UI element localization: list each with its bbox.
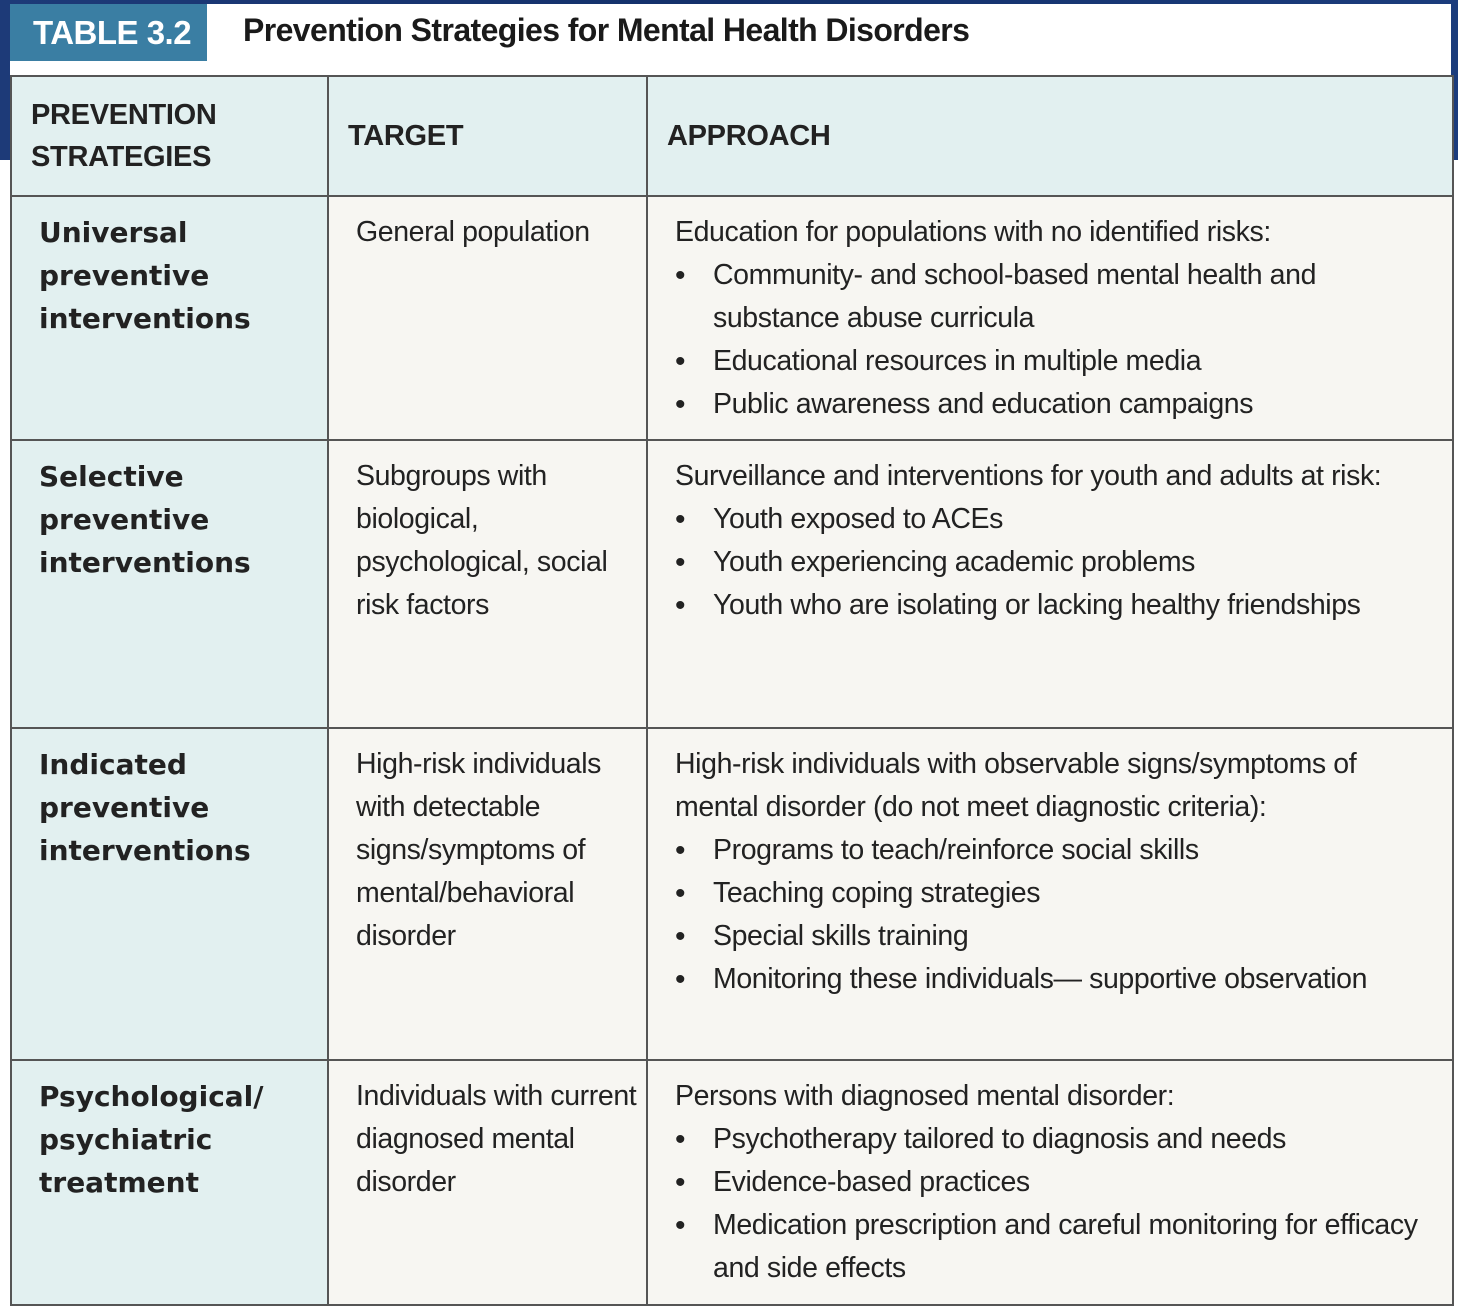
approach-cell: Persons with diagnosed mental disorder: P… [646,1059,1454,1306]
strategy-cell: Indicated preventive interventions [10,727,329,1061]
approach-item: Monitoring these individuals— supportive… [675,958,1446,1001]
strategy-cell: Universal preventive interventions [10,195,329,441]
header-target: TARGET [327,75,648,197]
strategy-cell: Selective preventive interventions [10,439,329,729]
approach-cell: Surveillance and interventions for youth… [646,439,1454,729]
table-row: Indicated preventive interventions High-… [10,727,1454,1061]
approach-list: Psychotherapy tailored to diagnosis and … [675,1118,1446,1290]
approach-item: Psychotherapy tailored to diagnosis and … [675,1118,1446,1161]
approach-cell: Education for populations with no identi… [646,195,1454,441]
strategy-name: Selective preventive interventions [39,460,251,579]
header-strategies: PREVENTION STRATEGIES [10,75,329,197]
table-row: Universal preventive interventions Gener… [10,195,1454,441]
table-title-bar: TABLE 3.2 Prevention Strategies for Ment… [10,4,1451,75]
approach-intro: Persons with diagnosed mental disorder: [675,1080,1175,1112]
approach-list: Youth exposed to ACEsYouth experiencing … [675,498,1446,627]
strategy-name: Psychological/ psychiatric treatment [39,1080,264,1199]
header-row: PREVENTION STRATEGIES TARGET APPROACH [10,75,1454,197]
approach-item: Youth exposed to ACEs [675,498,1446,541]
approach-intro: High-risk individuals with observable si… [675,748,1357,823]
table-row: Psychological/ psychiatric treatment Ind… [10,1059,1454,1306]
prevention-strategies-table: PREVENTION STRATEGIES TARGET APPROACH Un… [10,75,1454,1306]
approach-cell: High-risk individuals with observable si… [646,727,1454,1061]
approach-item: Medication prescription and careful moni… [675,1204,1446,1290]
approach-intro: Education for populations with no identi… [675,216,1271,248]
strategy-name: Indicated preventive interventions [39,748,251,867]
approach-item: Youth who are isolating or lacking healt… [675,584,1446,627]
approach-item: Evidence-based practices [675,1161,1446,1204]
table-number-label: TABLE 3.2 [10,4,207,61]
approach-item: Youth experiencing academic problems [675,541,1446,584]
approach-item: Community- and school-based mental healt… [675,254,1446,340]
approach-item: Teaching coping strategies [675,872,1446,915]
approach-list: Community- and school-based mental healt… [675,254,1446,426]
target-cell: Individuals with current diagnosed menta… [327,1059,648,1306]
approach-item: Programs to teach/reinforce social skill… [675,829,1446,872]
target-cell: High-risk individuals with detectable si… [327,727,648,1061]
target-cell: General population [327,195,648,441]
table-row: Selective preventive interventions Subgr… [10,439,1454,729]
strategy-cell: Psychological/ psychiatric treatment [10,1059,329,1306]
strategy-name: Universal preventive interventions [39,216,251,335]
approach-item: Special skills training [675,915,1446,958]
table-title: Prevention Strategies for Mental Health … [243,12,970,48]
header-strategies-text: PREVENTION STRATEGIES [31,99,217,173]
approach-item: Public awareness and education campaigns [675,383,1446,426]
approach-item: Educational resources in multiple media [675,340,1446,383]
approach-intro: Surveillance and interventions for youth… [675,460,1382,492]
target-cell: Subgroups with biological, psychological… [327,439,648,729]
approach-list: Programs to teach/reinforce social skill… [675,829,1446,1001]
header-approach: APPROACH [646,75,1454,197]
